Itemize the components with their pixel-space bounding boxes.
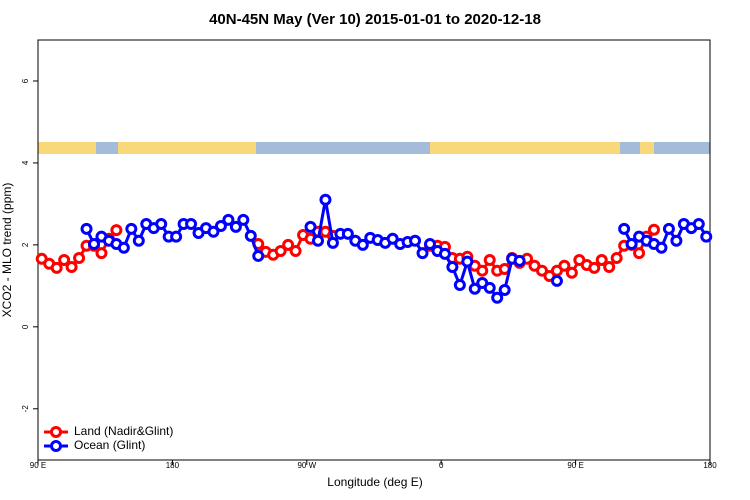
data-point — [312, 234, 324, 247]
data-point — [476, 264, 489, 277]
data-point — [326, 236, 339, 249]
data-point — [662, 222, 675, 235]
data-point — [244, 229, 257, 242]
data-point — [565, 266, 578, 279]
legend-label: Land (Nadir&Glint) — [74, 424, 173, 438]
y-axis-label: XCO2 - MLO trend (ppm) — [0, 183, 14, 318]
x-tick-label: 0 — [439, 461, 444, 470]
data-point — [237, 213, 250, 226]
data-point — [356, 238, 369, 251]
data-point — [229, 220, 242, 233]
data-point — [319, 193, 332, 206]
data-point — [438, 247, 451, 260]
data-point — [170, 230, 183, 243]
x-tick-label: 90 E — [567, 461, 583, 470]
data-point — [483, 281, 496, 294]
data-point — [341, 227, 354, 240]
data-point — [73, 251, 86, 264]
data-point — [595, 254, 608, 267]
data-point — [88, 238, 100, 251]
data-point — [633, 247, 646, 260]
y-tick-label: 2 — [21, 242, 30, 247]
data-point — [603, 261, 616, 274]
data-point — [618, 222, 631, 235]
data-point — [558, 259, 571, 272]
data-point — [692, 217, 705, 230]
data-point — [252, 249, 265, 262]
legend-label: Ocean (Glint) — [74, 438, 145, 452]
y-tick-label: -2 — [21, 405, 30, 413]
data-point — [610, 251, 623, 264]
data-point — [110, 224, 123, 237]
data-point — [453, 279, 466, 292]
data-point — [58, 254, 71, 267]
data-point — [282, 238, 295, 251]
x-tick-label: 180 — [166, 461, 180, 470]
data-point — [424, 238, 436, 251]
data-point — [670, 234, 683, 247]
data-point — [483, 254, 496, 267]
data-point — [80, 222, 93, 235]
data-point — [588, 261, 601, 274]
data-point — [117, 241, 130, 254]
legend-marker — [50, 440, 62, 452]
y-tick-label: 4 — [21, 160, 30, 165]
data-point — [416, 247, 429, 260]
data-point — [513, 254, 526, 267]
data-point — [468, 282, 481, 295]
data-point — [222, 213, 235, 226]
data-point — [491, 291, 504, 304]
x-tick-label: 90 E — [30, 461, 46, 470]
data-point — [536, 264, 548, 277]
data-point — [625, 238, 638, 251]
y-tick-label: 0 — [21, 324, 30, 329]
legend-marker — [50, 426, 62, 438]
data-point — [274, 245, 287, 258]
x-tick-label: 180 — [703, 461, 717, 470]
x-axis-label: Longitude (deg E) — [327, 475, 422, 489]
data-point — [409, 234, 422, 247]
data-point — [550, 274, 563, 287]
y-tick-label: 6 — [21, 78, 30, 83]
data-point — [304, 220, 317, 233]
data-point — [95, 247, 108, 260]
plot-frame — [37, 39, 711, 461]
data-point — [155, 217, 168, 230]
data-point — [50, 261, 63, 274]
data-point — [498, 283, 511, 296]
data-point — [132, 234, 145, 247]
data-point — [655, 241, 668, 254]
data-point — [207, 225, 220, 238]
chart-title: 40N-45N May (Ver 10) 2015-01-01 to 2020-… — [209, 11, 541, 28]
data-point — [185, 217, 198, 230]
data-point — [289, 245, 302, 258]
data-point — [65, 261, 78, 274]
land-ocean-band — [38, 142, 710, 154]
data-point — [461, 255, 474, 268]
data-point — [214, 220, 227, 233]
data-point — [386, 232, 399, 245]
x-tick-label: 90 W — [297, 461, 316, 470]
data-point — [125, 222, 138, 235]
data-point — [648, 223, 660, 236]
data-point — [700, 230, 713, 243]
data-point — [446, 261, 459, 274]
